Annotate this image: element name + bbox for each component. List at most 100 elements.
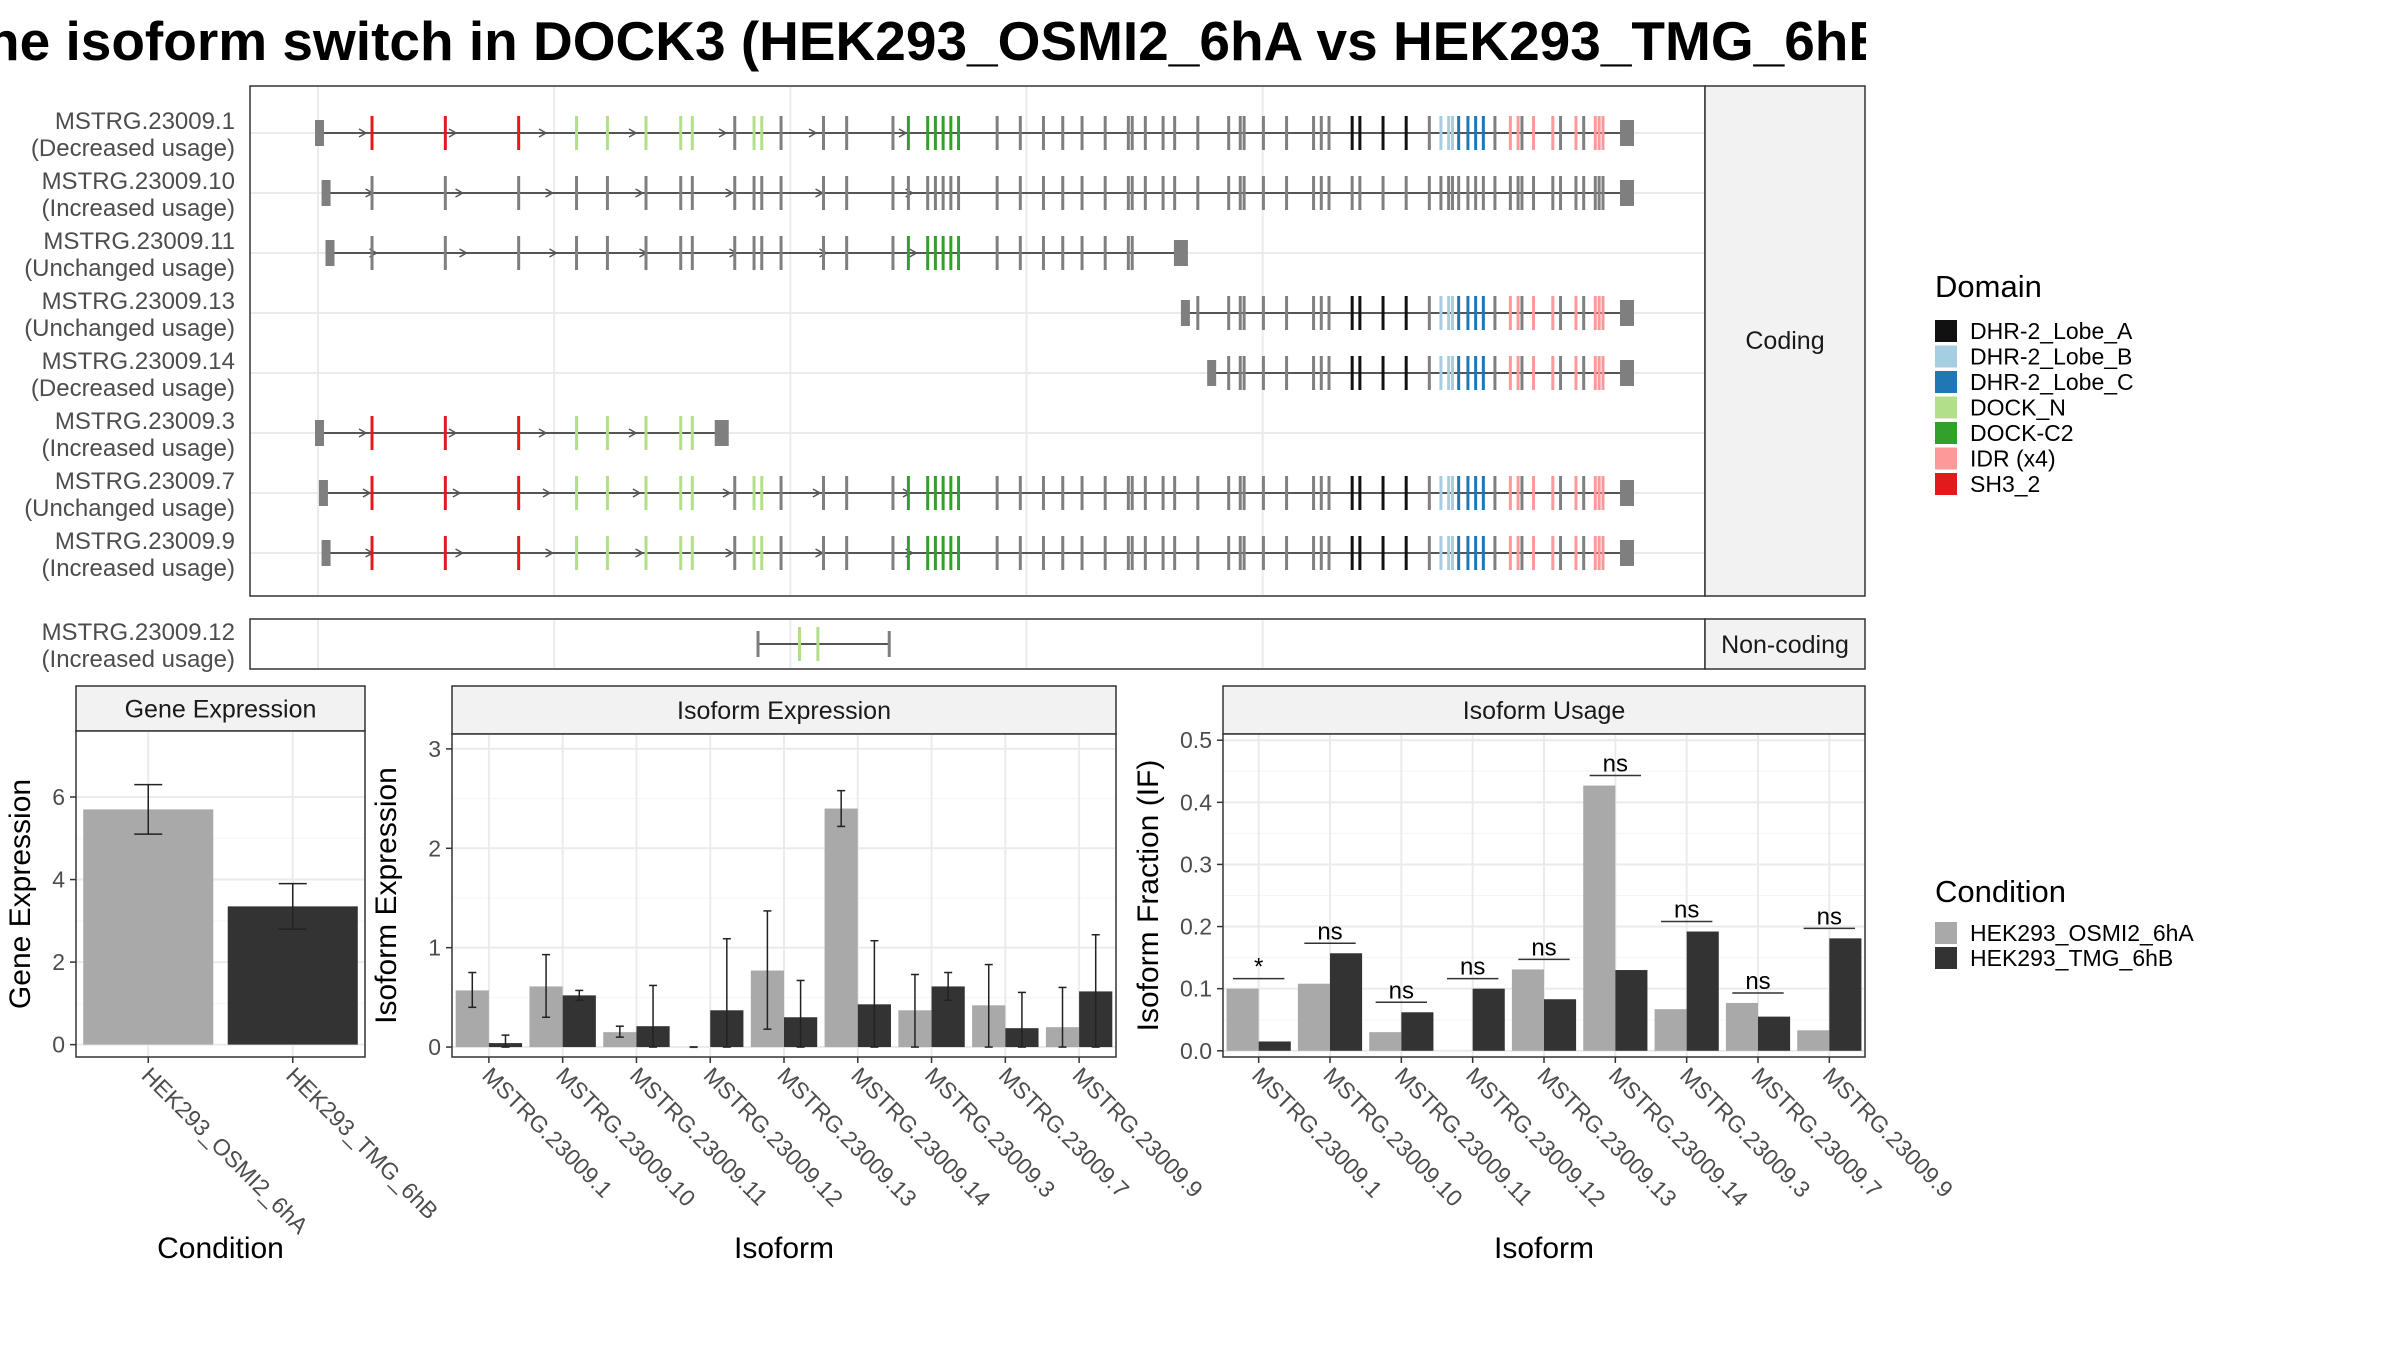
exon-dhr-2-lobe-b	[1439, 296, 1443, 330]
exon-dock-c2	[949, 536, 953, 570]
x-tick-label: MSTRG.23009.1	[477, 1062, 617, 1202]
exon-none	[1285, 356, 1289, 390]
exon-none	[845, 236, 849, 270]
exon-dhr-2-lobe-b	[1450, 296, 1454, 330]
exon-none	[1559, 296, 1563, 330]
exon-none	[845, 476, 849, 510]
exon-dhr-2-lobe-c	[1474, 116, 1478, 150]
strand-arrow	[549, 248, 559, 258]
exon-none	[1130, 176, 1134, 210]
exon-none	[1018, 116, 1022, 150]
exon-dhr-2-lobe-c	[1481, 476, 1485, 510]
exon-none	[1593, 176, 1597, 210]
exon-none	[1261, 296, 1265, 330]
exon-none	[1227, 176, 1231, 210]
exon-none	[1601, 176, 1605, 210]
exon-none	[1319, 476, 1323, 510]
exon-none	[1327, 176, 1331, 210]
x-tick-label: MSTRG.23009.1	[1247, 1062, 1387, 1202]
terminal-exon	[1173, 240, 1188, 266]
exon-dock-n	[816, 627, 820, 661]
panel-strip-label: Gene Expression	[125, 696, 317, 724]
exon-sh3-2	[443, 476, 447, 510]
exon-idr-x4-	[1574, 536, 1578, 570]
exon-dock-c2	[906, 116, 910, 150]
transcript-id-label: MSTRG.23009.9	[55, 528, 235, 555]
exon-none	[760, 236, 764, 270]
exon-none	[995, 476, 999, 510]
exon-dock-c2	[933, 236, 937, 270]
exon-dock-n	[760, 116, 764, 150]
exon-idr-x4-	[1508, 356, 1512, 390]
exon-dock-n	[798, 627, 802, 661]
terminal-exon	[1620, 120, 1634, 146]
exon-dock-n	[752, 536, 756, 570]
exon-none	[1173, 176, 1177, 210]
strand-arrow	[902, 488, 912, 498]
legend-key-dhr-2-lobe-b	[1935, 345, 1957, 368]
y-tick-label: 0.1	[1180, 976, 1212, 1002]
exon-none	[1130, 116, 1134, 150]
exon-idr-x4-	[1532, 536, 1536, 570]
exon-dock-c2	[906, 236, 910, 270]
exon-none	[1126, 176, 1130, 210]
exon-none	[1238, 356, 1242, 390]
exon-idr-x4-	[1574, 356, 1578, 390]
isoform-expression-bar	[824, 808, 858, 1048]
exon-dock-n	[760, 476, 764, 510]
y-tick-label: 0.2	[1180, 914, 1212, 940]
exon-none	[1520, 296, 1524, 330]
exon-none	[1018, 476, 1022, 510]
exon-dhr-2-lobe-a	[1381, 296, 1385, 330]
exon-idr-x4-	[1597, 536, 1601, 570]
exon-sh3-2	[443, 116, 447, 150]
exon-none	[1018, 176, 1022, 210]
exon-dock-c2	[926, 476, 930, 510]
coding-panel	[249, 85, 1706, 597]
exon-none	[1143, 476, 1147, 510]
exon-dhr-2-lobe-c	[1481, 116, 1485, 150]
exon-none	[1450, 176, 1454, 210]
exon-none	[1238, 176, 1242, 210]
exon-dock-c2	[941, 236, 945, 270]
exon-none	[1520, 536, 1524, 570]
isoform-usage-bar	[1725, 1002, 1758, 1051]
exon-dock-n	[679, 416, 683, 450]
legend-key-dock-c2	[1935, 422, 1957, 444]
isoform-usage-bar	[1472, 988, 1505, 1051]
isoform-usage-bar	[1258, 1041, 1291, 1051]
condition-legend-key	[1935, 922, 1957, 944]
exon-none	[733, 236, 737, 270]
strand-arrow	[632, 488, 642, 498]
exon-idr-x4-	[1551, 356, 1555, 390]
exon-dock-n	[690, 476, 694, 510]
strand-arrow	[722, 488, 732, 498]
isoform-usage-bar	[1544, 999, 1577, 1051]
transcript-id-label: MSTRG.23009.10	[42, 168, 235, 195]
exon-none	[887, 631, 891, 657]
x-tick-label: MSTRG.23009.7	[1746, 1062, 1886, 1202]
exon-none	[1319, 176, 1323, 210]
exon-none	[760, 176, 764, 210]
y-axis-title: Isoform Fraction (IF)	[1132, 760, 1165, 1032]
exon-none	[605, 236, 609, 270]
terminal-exon	[315, 120, 324, 146]
strand-arrow	[455, 548, 465, 558]
exon-none	[1261, 356, 1265, 390]
exon-dhr-2-lobe-a	[1350, 476, 1354, 510]
exon-none	[679, 176, 683, 210]
exon-sh3-2	[370, 476, 374, 510]
isoform-usage-bar	[1686, 931, 1719, 1051]
strand-arrow	[448, 428, 458, 438]
panel-strip-label: Isoform Usage	[1463, 697, 1626, 725]
significance-label: ns	[1745, 968, 1770, 995]
strand-arrow	[628, 428, 638, 438]
exon-none	[1061, 176, 1065, 210]
exon-none	[1227, 296, 1231, 330]
condition-legend-label: HEK293_TMG_6hB	[1970, 945, 2173, 971]
exon-idr-x4-	[1516, 296, 1520, 330]
exon-none	[1312, 176, 1316, 210]
strand-arrow	[718, 128, 728, 138]
domain-legend-label: DHR-2_Lobe_C	[1970, 369, 2134, 395]
exon-idr-x4-	[1593, 116, 1597, 150]
